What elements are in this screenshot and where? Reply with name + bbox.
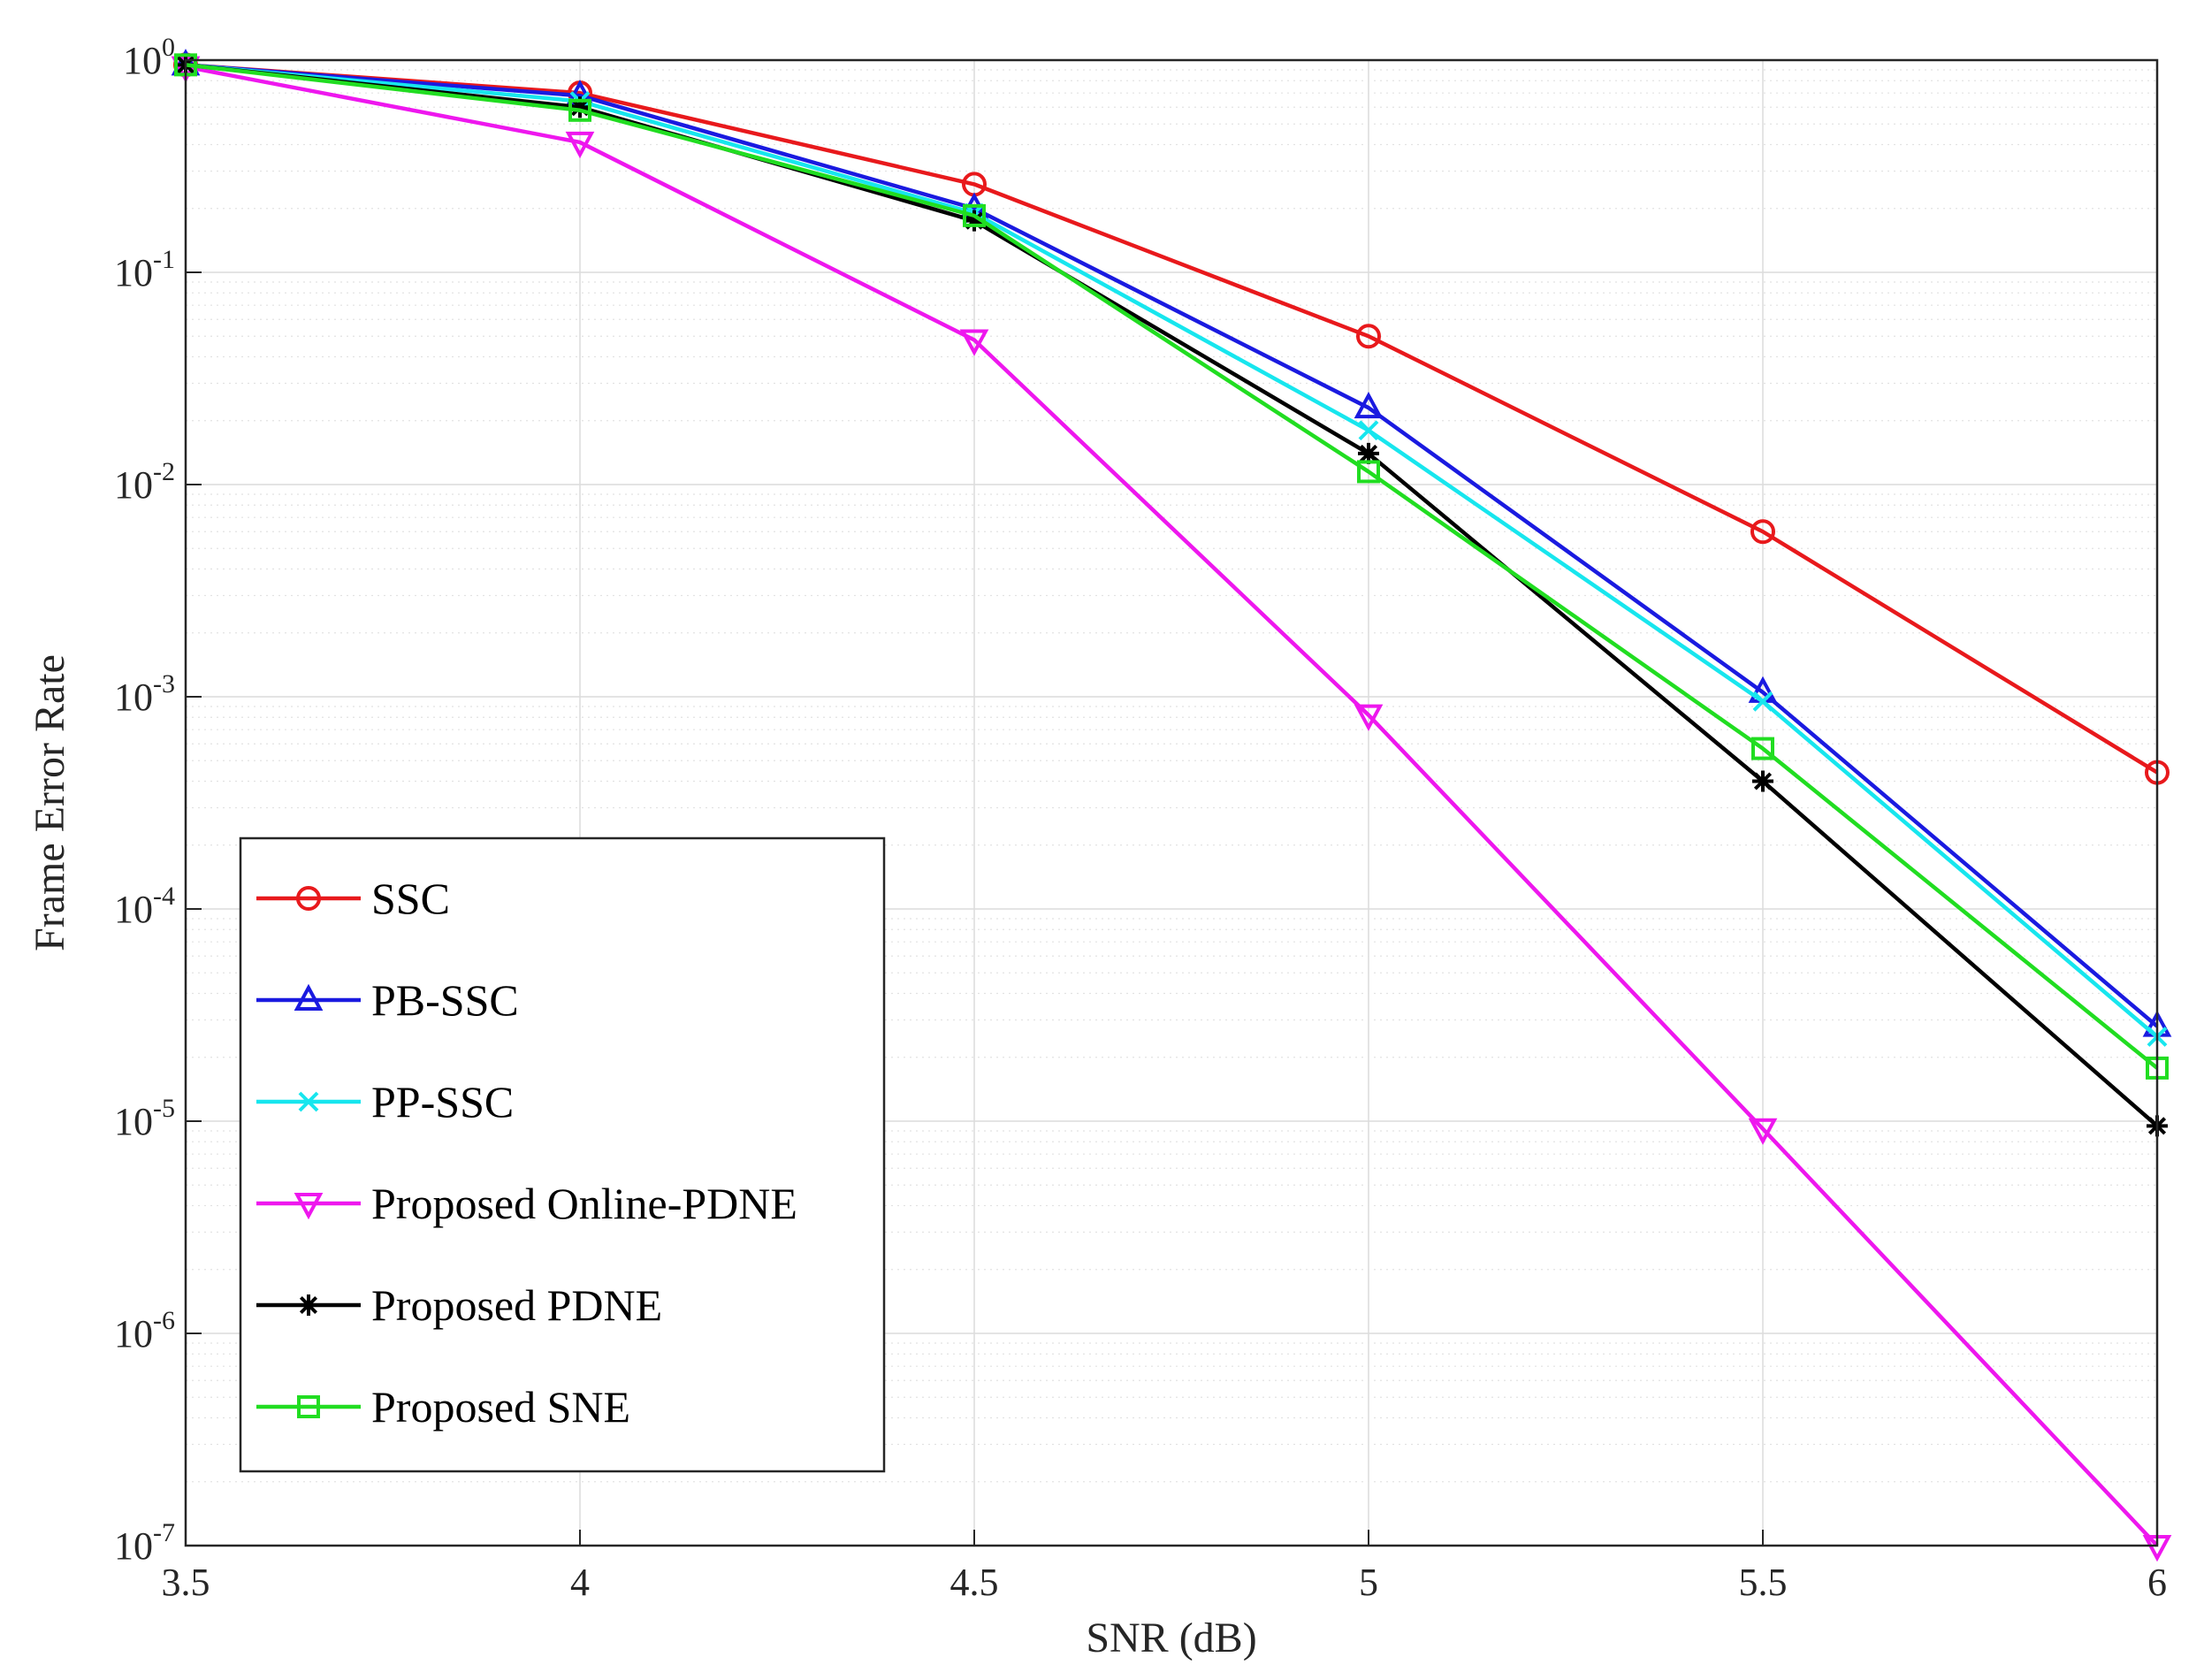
y-tick-label: 10-4 [114,882,175,931]
x-tick-label: 4 [570,1561,590,1604]
x-tick-label: 5 [1359,1561,1378,1604]
legend-box [240,838,884,1471]
data-point [1752,771,1773,792]
legend-label: Proposed PDNE [371,1280,662,1330]
y-tick-label: 10-5 [114,1094,175,1143]
legend-marker [298,1294,319,1316]
legend-label: PP-SSC [371,1077,514,1126]
y-axis-label: Frame Error Rate [27,654,73,951]
y-tick-label: 10-2 [114,457,175,507]
x-tick-label: 3.5 [162,1561,210,1604]
y-tick-label: 10-3 [114,669,175,719]
x-tick-label: 4.5 [950,1561,999,1604]
legend-label: Proposed Online-PDNE [371,1179,797,1228]
legend-label: PB-SSC [371,975,519,1025]
x-tick-label: 5.5 [1739,1561,1788,1604]
legend-label: Proposed SNE [371,1382,630,1432]
y-tick-label: 10-6 [114,1306,175,1355]
x-tick-label: 6 [2147,1561,2167,1604]
y-tick-label: 10-1 [114,245,175,294]
legend: SSC PB-SSC PP-SSC Proposed Online-PDNE Propo… [240,838,884,1471]
y-tick-label: 100 [123,33,175,82]
legend-label: SSC [371,874,450,923]
fer-chart: 3.5 4 4.5 5 5.5 610010-110-210-310-410-510-61… [0,0,2204,1680]
x-axis-label: SNR (dB) [1086,1615,1256,1661]
